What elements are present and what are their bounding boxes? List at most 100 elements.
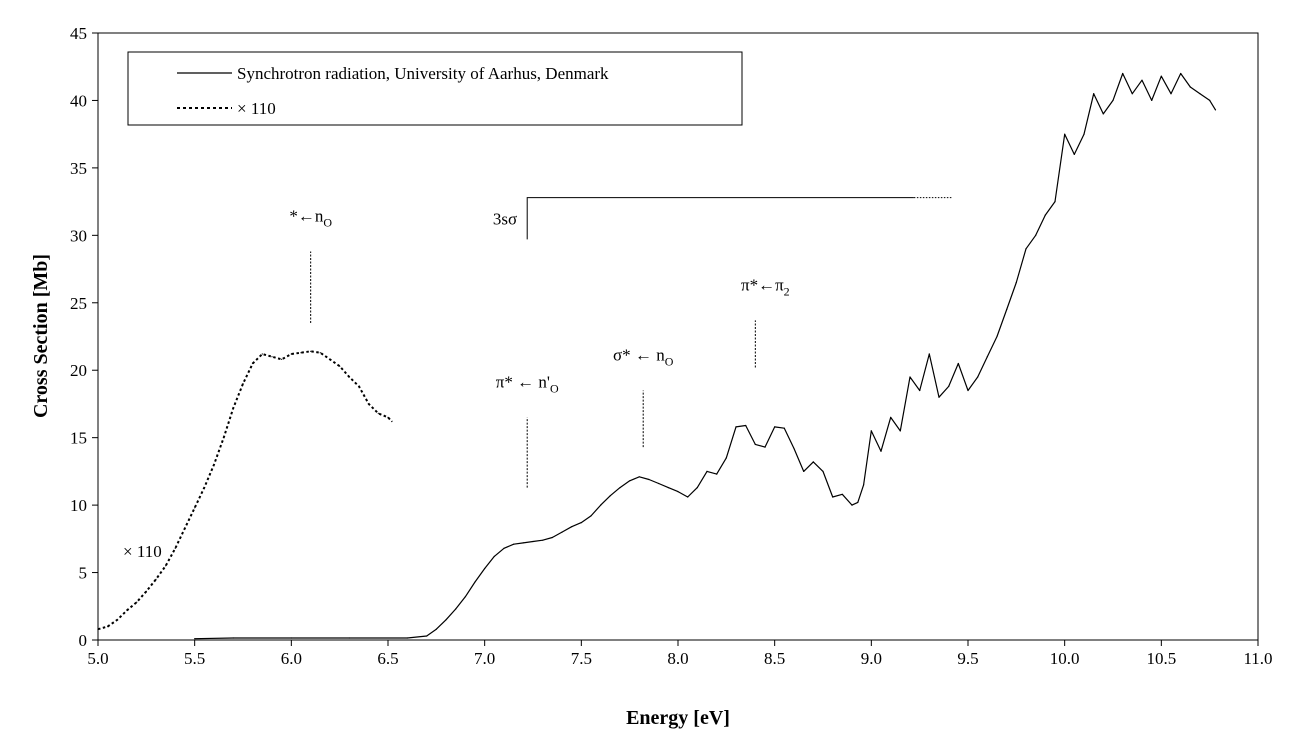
rydberg-bracket bbox=[526, 197, 914, 240]
annotation-sno-base: n bbox=[656, 345, 665, 364]
data-point bbox=[126, 609, 128, 611]
data-point bbox=[1214, 109, 1217, 111]
data-point bbox=[706, 470, 708, 472]
data-point bbox=[793, 447, 795, 450]
data-point bbox=[1064, 133, 1066, 135]
data-point bbox=[667, 487, 669, 489]
data-point bbox=[619, 487, 621, 489]
data-point bbox=[1006, 308, 1008, 311]
data-point bbox=[648, 478, 650, 481]
data-point bbox=[310, 350, 312, 352]
x-tick-label: 11.0 bbox=[1243, 649, 1272, 668]
annotation-pp2-sub: 2 bbox=[784, 284, 790, 298]
data-point bbox=[348, 637, 350, 639]
annotation-no-text: * bbox=[289, 207, 298, 226]
data-point bbox=[590, 515, 592, 517]
data-point bbox=[677, 491, 679, 493]
data-point bbox=[271, 356, 273, 358]
x-tick-label: 5.5 bbox=[184, 649, 205, 668]
data-point bbox=[938, 396, 940, 398]
x-axis: 5.0 5.5 6.0 6.5 7.0 7.5 8.0 8.5 9.0 9.5 10.0 10.5 11… bbox=[87, 640, 1273, 668]
data-point bbox=[348, 376, 350, 378]
annotation-no-sub: O bbox=[323, 216, 332, 230]
data-point bbox=[812, 461, 814, 463]
data-point bbox=[745, 424, 747, 427]
y-tick-label: 40 bbox=[70, 91, 87, 110]
data-point bbox=[571, 526, 573, 528]
data-point bbox=[1073, 153, 1075, 155]
annotation-label-rydberg: 3sσ bbox=[493, 209, 517, 228]
data-point bbox=[841, 493, 843, 495]
data-point bbox=[967, 389, 969, 392]
data-point bbox=[783, 427, 785, 429]
y-tick-label: 45 bbox=[70, 24, 87, 43]
data-point bbox=[986, 356, 988, 358]
data-point bbox=[145, 590, 147, 593]
annotation-pp2-arrow: ← bbox=[758, 275, 775, 294]
series-line-0 bbox=[194, 72, 1217, 640]
x-tick-label: 10.5 bbox=[1146, 649, 1176, 668]
data-point bbox=[716, 473, 718, 475]
data-point bbox=[290, 637, 292, 639]
data-point bbox=[387, 416, 389, 418]
annotation-npo-base: n' bbox=[538, 372, 550, 391]
data-point bbox=[503, 547, 505, 549]
data-point bbox=[725, 457, 727, 459]
data-point bbox=[493, 555, 495, 558]
x-tick-label: 8.0 bbox=[667, 649, 688, 668]
data-point bbox=[1054, 201, 1056, 203]
series-layer bbox=[97, 72, 1217, 640]
legend: Synchrotron radiation, University of Aar… bbox=[127, 51, 743, 126]
data-point bbox=[300, 352, 302, 354]
annotation-no-arrow: ← bbox=[298, 207, 315, 226]
x-tick-label: 7.5 bbox=[571, 649, 592, 668]
annotation-label-npo: π* ← n'O bbox=[496, 372, 559, 395]
data-point bbox=[1083, 133, 1085, 135]
x-tick-label: 8.5 bbox=[764, 649, 785, 668]
data-point bbox=[629, 480, 631, 482]
data-point bbox=[107, 625, 109, 628]
data-point bbox=[1151, 99, 1153, 101]
data-point bbox=[97, 628, 99, 630]
data-point bbox=[194, 507, 196, 509]
data-point bbox=[203, 487, 205, 489]
annotation-npo-arrow: ← bbox=[517, 372, 534, 391]
data-point bbox=[542, 539, 544, 541]
y-tick-label: 20 bbox=[70, 361, 87, 380]
y-tick-label: 25 bbox=[70, 294, 87, 313]
legend-label-dotted: × 110 bbox=[237, 99, 276, 118]
data-point bbox=[638, 476, 640, 478]
data-point bbox=[890, 416, 892, 418]
y-axis-title: Cross Section [Mb] bbox=[30, 254, 52, 418]
x-tick-label: 9.5 bbox=[957, 649, 978, 668]
data-point bbox=[1122, 72, 1124, 75]
data-point bbox=[1025, 248, 1027, 250]
data-point bbox=[232, 637, 234, 639]
data-point bbox=[687, 496, 689, 498]
data-point bbox=[513, 543, 515, 545]
annotations: *←nO π* ← n'O σ* ← nO π*←π2 3sσ bbox=[289, 197, 953, 488]
annotation-npo-sub: O bbox=[550, 381, 559, 395]
data-point bbox=[977, 376, 979, 378]
data-point bbox=[832, 496, 834, 498]
annotation-pp2-text: π* bbox=[741, 275, 758, 294]
legend-box bbox=[127, 51, 743, 126]
annotation-label-no: *←nO bbox=[289, 207, 332, 230]
data-point bbox=[899, 430, 901, 432]
data-point bbox=[580, 522, 582, 524]
data-point bbox=[184, 527, 186, 529]
x-tick-label: 6.5 bbox=[377, 649, 398, 668]
data-point bbox=[165, 565, 167, 567]
data-point bbox=[1035, 234, 1037, 236]
data-point bbox=[1015, 281, 1017, 284]
left-scale-label: × 110 bbox=[123, 542, 162, 561]
data-point bbox=[242, 383, 244, 385]
data-point bbox=[522, 542, 524, 544]
data-point bbox=[1189, 86, 1191, 88]
data-point bbox=[658, 482, 660, 485]
data-point bbox=[406, 637, 408, 639]
data-point bbox=[474, 581, 476, 583]
data-point bbox=[319, 352, 321, 354]
legend-label-solid: Synchrotron radiation, University of Aar… bbox=[237, 64, 609, 83]
data-point bbox=[957, 362, 959, 365]
